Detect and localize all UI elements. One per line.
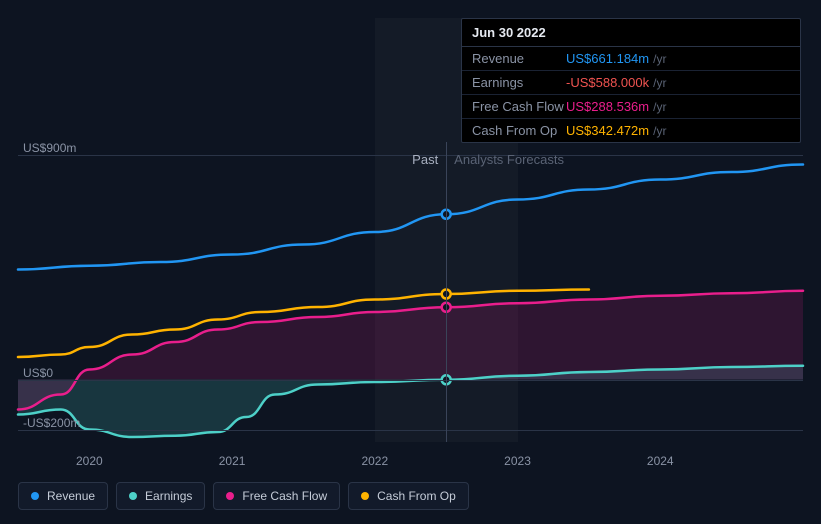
chart-svg [18,142,803,442]
tooltip-row-label: Earnings [472,75,566,90]
tooltip-row-value: -US$588.000k [566,75,649,90]
financials-chart: Jun 30 2022 RevenueUS$661.184m/yrEarning… [0,0,821,524]
tooltip-row: RevenueUS$661.184m/yr [462,47,800,71]
y-axis-label: US$0 [23,366,53,380]
past-label: Past [412,152,438,167]
gridline [18,380,803,381]
tooltip-date: Jun 30 2022 [462,19,800,47]
legend-label: Free Cash Flow [242,489,327,503]
tooltip-row-value: US$661.184m [566,51,649,66]
tooltip-row-label: Free Cash Flow [472,99,566,114]
legend-label: Earnings [145,489,192,503]
legend-dot-icon [226,492,234,500]
tooltip-row: Earnings-US$588.000k/yr [462,71,800,95]
legend-dot-icon [361,492,369,500]
legend-dot-icon [129,492,137,500]
legend: Revenue Earnings Free Cash Flow Cash From O… [18,482,469,510]
x-axis-label: 2022 [361,454,388,468]
chart-tooltip: Jun 30 2022 RevenueUS$661.184m/yrEarning… [461,18,801,143]
tooltip-row-unit: /yr [653,100,666,114]
legend-label: Revenue [47,489,95,503]
legend-label: Cash From Op [377,489,456,503]
past-forecast-divider [446,142,447,442]
forecast-label: Analysts Forecasts [454,152,564,167]
gridline [18,155,803,156]
legend-item-revenue[interactable]: Revenue [18,482,108,510]
legend-item-cfo[interactable]: Cash From Op [348,482,469,510]
y-axis-label: US$900m [23,141,76,155]
x-axis-label: 2021 [219,454,246,468]
tooltip-row-unit: /yr [653,52,666,66]
y-axis-label: -US$200m [23,416,80,430]
legend-dot-icon [31,492,39,500]
x-axis-label: 2024 [647,454,674,468]
gridline [18,430,803,431]
tooltip-row: Cash From OpUS$342.472m/yr [462,119,800,142]
tooltip-row-value: US$288.536m [566,99,649,114]
legend-item-earnings[interactable]: Earnings [116,482,205,510]
tooltip-row-label: Revenue [472,51,566,66]
tooltip-row: Free Cash FlowUS$288.536m/yr [462,95,800,119]
x-axis-label: 2020 [76,454,103,468]
tooltip-row-unit: /yr [653,76,666,90]
x-axis-label: 2023 [504,454,531,468]
tooltip-row-value: US$342.472m [566,123,649,138]
tooltip-row-unit: /yr [653,124,666,138]
series-line-revenue [18,165,803,270]
legend-item-fcf[interactable]: Free Cash Flow [213,482,340,510]
plot-area[interactable]: US$900mUS$0-US$200m20202021202220232024P… [18,142,803,442]
tooltip-row-label: Cash From Op [472,123,566,138]
